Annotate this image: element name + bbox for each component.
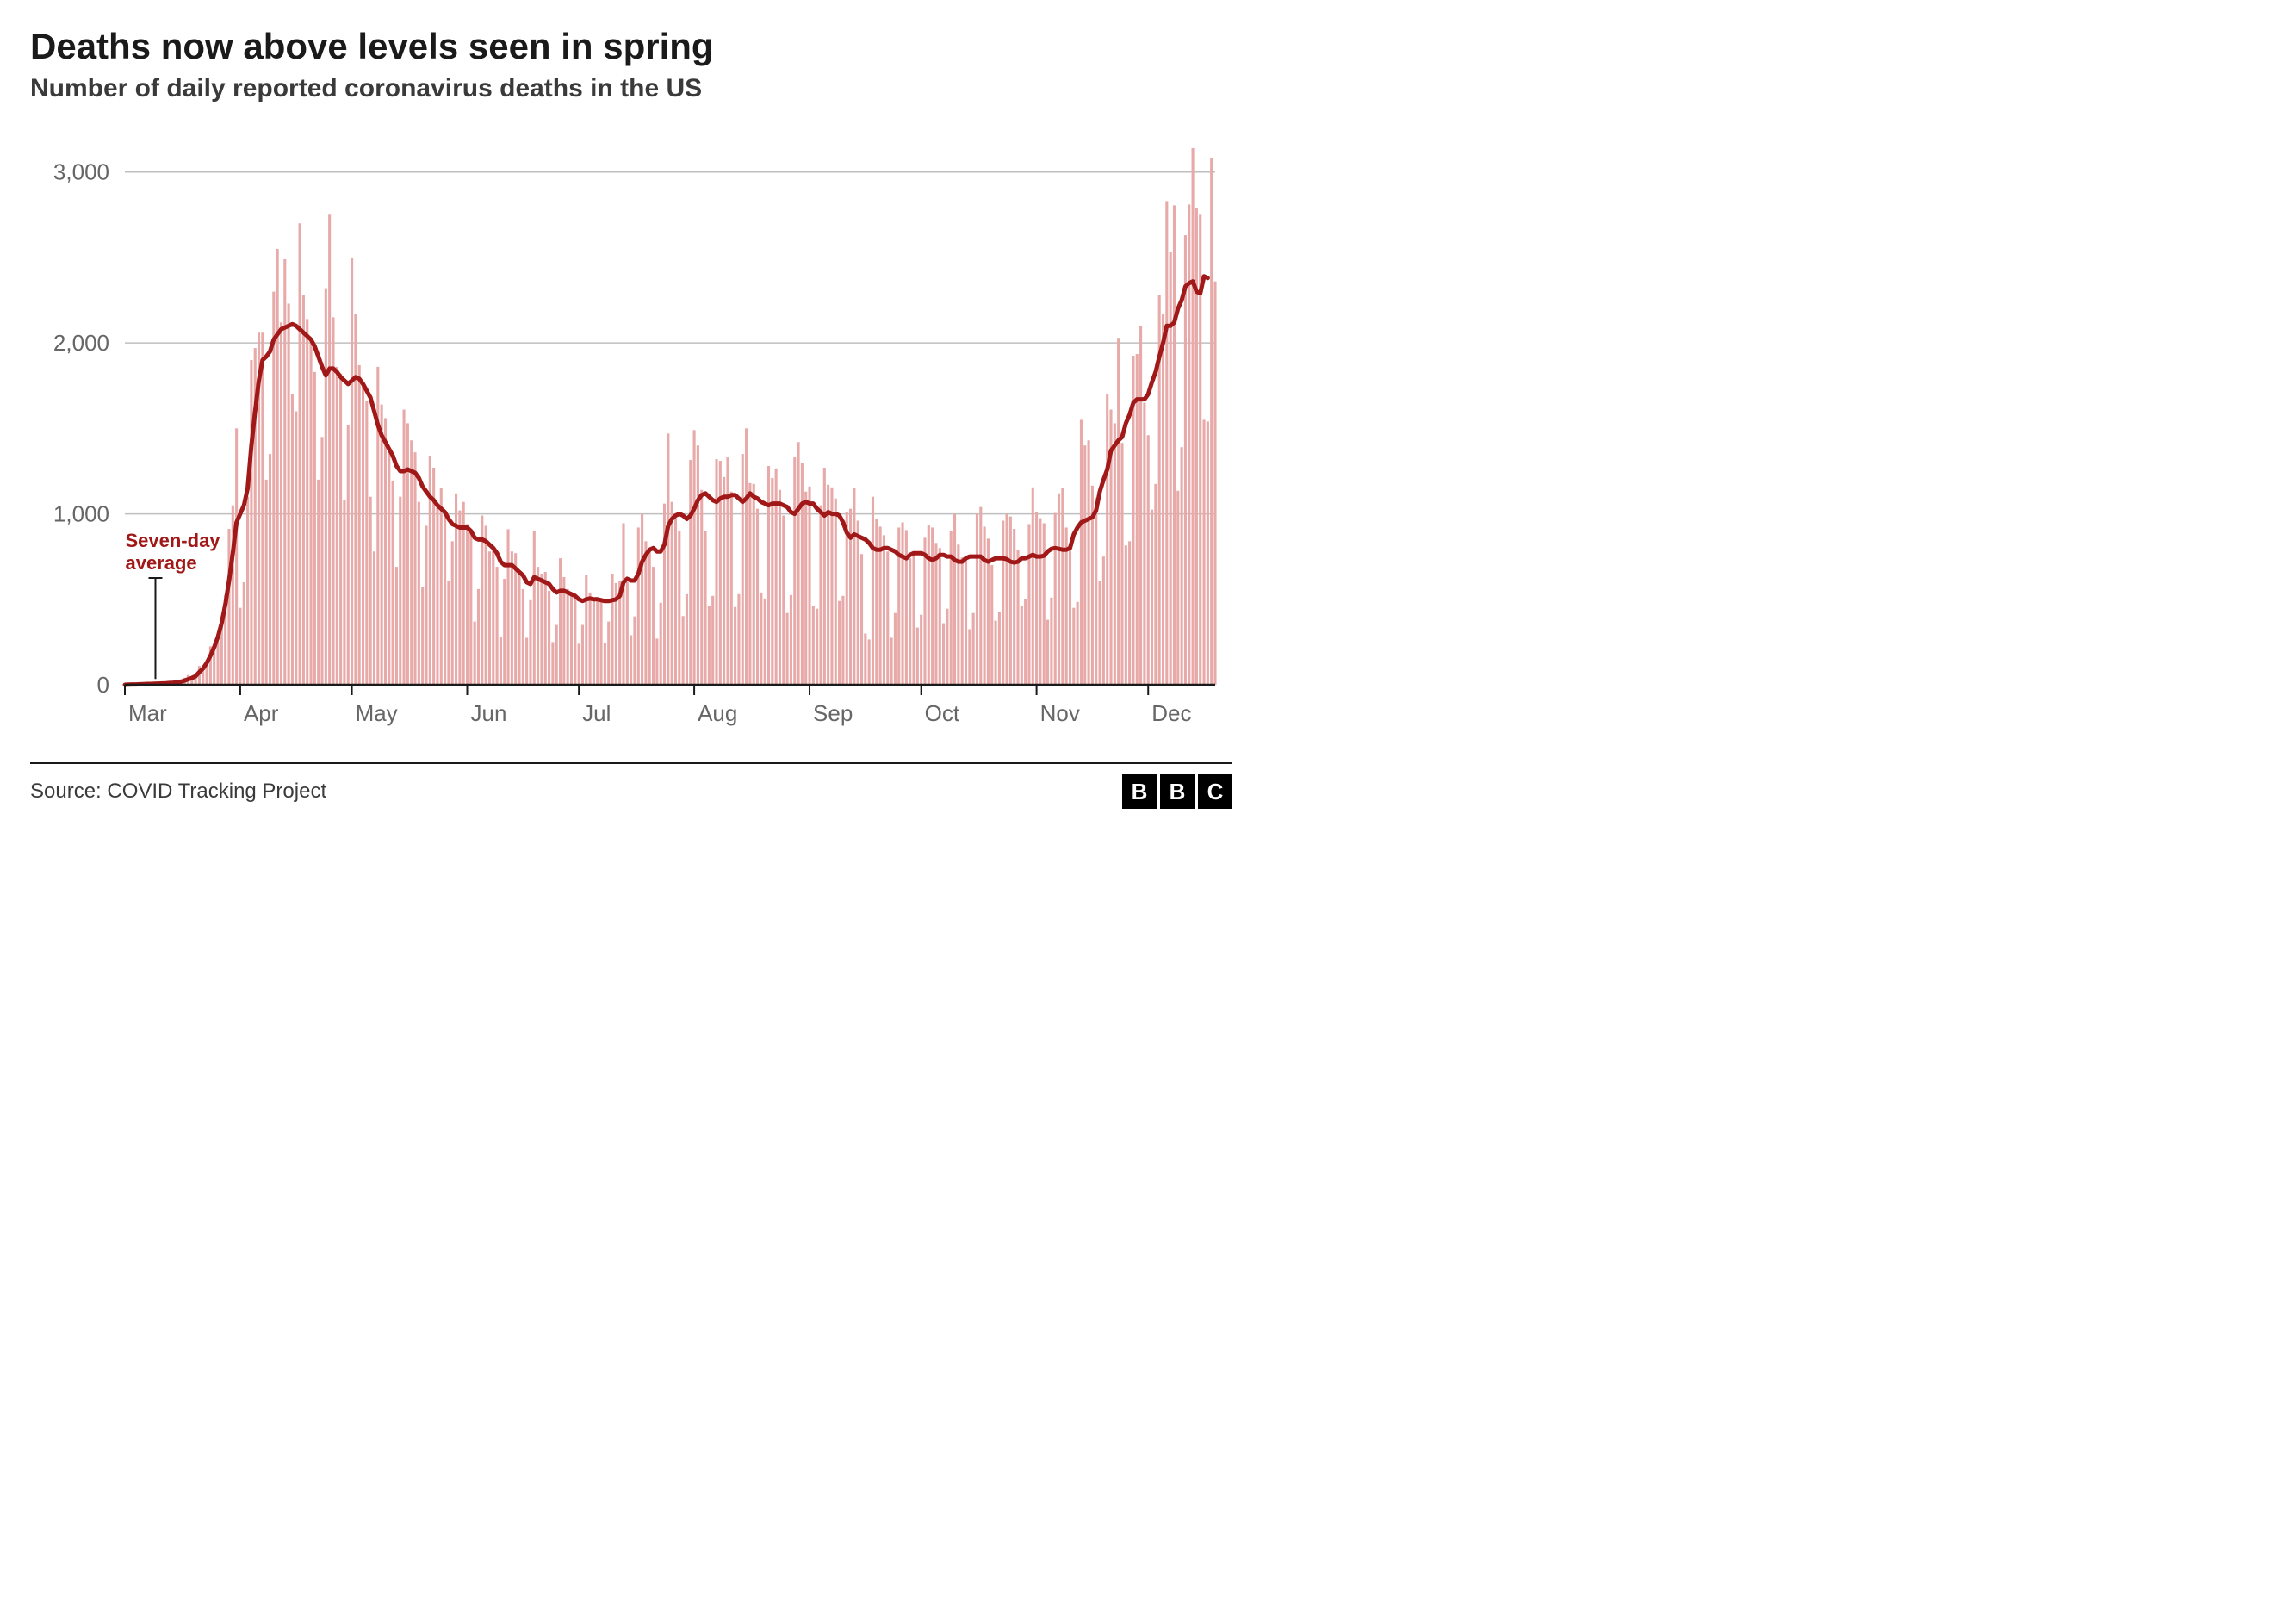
logo-letter: B — [1122, 774, 1157, 809]
chart-subtitle: Number of daily reported coronavirus dea… — [30, 74, 1232, 103]
footer: Source: COVID Tracking Project B B C — [30, 762, 1232, 809]
svg-text:Sep: Sep — [813, 700, 853, 726]
bbc-logo: B B C — [1122, 774, 1232, 809]
logo-letter: C — [1198, 774, 1232, 809]
svg-text:3,000: 3,000 — [53, 159, 109, 185]
svg-text:Dec: Dec — [1151, 700, 1191, 726]
chart-title: Deaths now above levels seen in spring — [30, 26, 1232, 67]
svg-text:2,000: 2,000 — [53, 330, 109, 356]
svg-text:1,000: 1,000 — [53, 501, 109, 527]
chart-area: 0 1,000 2,000 3,000 Mar Apr May Jun Jul Aug Sep Oct… — [30, 125, 1232, 745]
svg-text:May: May — [356, 700, 398, 726]
svg-text:Seven-day: Seven-day — [125, 530, 220, 551]
svg-text:Aug: Aug — [698, 700, 737, 726]
svg-text:Jul: Jul — [582, 700, 611, 726]
chart-svg: 0 1,000 2,000 3,000 Mar Apr May Jun Jul Aug Sep Oct… — [30, 125, 1232, 745]
svg-text:Jun: Jun — [471, 700, 507, 726]
svg-text:Nov: Nov — [1040, 700, 1080, 726]
svg-text:Mar: Mar — [128, 700, 167, 726]
svg-text:average: average — [125, 552, 196, 574]
source-text: Source: COVID Tracking Project — [30, 780, 326, 804]
svg-text:Apr: Apr — [244, 700, 279, 726]
logo-letter: B — [1160, 774, 1195, 809]
svg-text:0: 0 — [97, 672, 109, 698]
svg-text:Oct: Oct — [925, 700, 960, 726]
